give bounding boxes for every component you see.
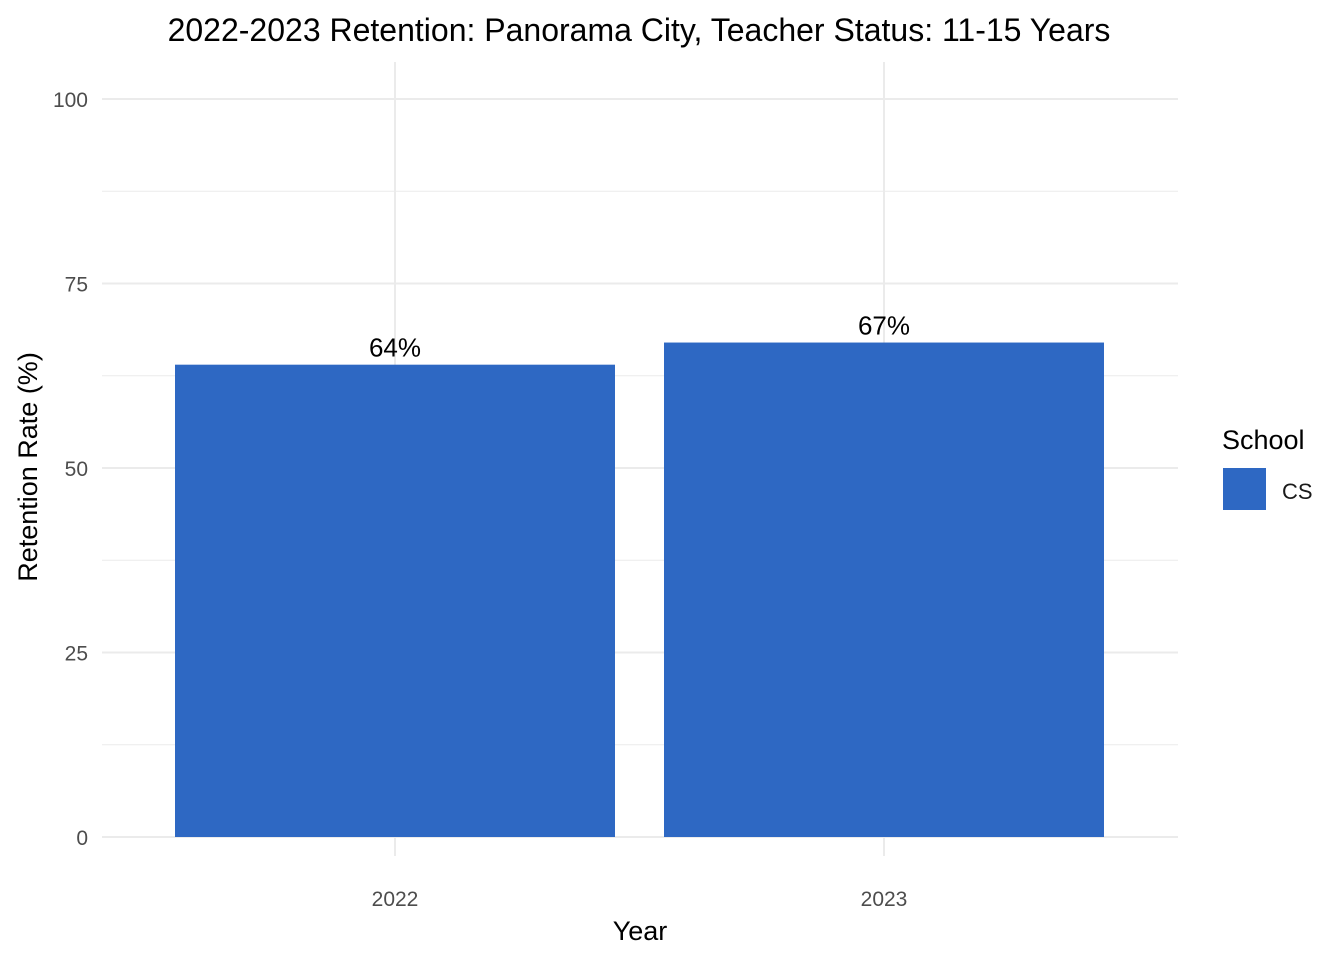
bar-value-label-2023: 67%	[858, 311, 910, 341]
y-tick-label-25: 25	[65, 643, 88, 666]
y-tick-labels: 0 25 50 75 100	[53, 89, 88, 850]
bar-2022	[175, 364, 615, 837]
bar-value-label-2022: 64%	[369, 333, 421, 363]
bar-2023	[664, 342, 1104, 837]
x-tick-label-2022: 2022	[372, 888, 419, 911]
chart-title: 2022-2023 Retention: Panorama City, Teac…	[168, 12, 1111, 48]
x-axis-label: Year	[613, 916, 668, 946]
x-tick-label-2023: 2023	[861, 888, 908, 911]
bar-value-labels: 64% 67%	[369, 311, 910, 363]
y-tick-label-75: 75	[65, 274, 88, 297]
legend-key-cs	[1223, 468, 1266, 510]
y-axis-label: Retention Rate (%)	[13, 352, 43, 582]
legend: School CS	[1222, 425, 1313, 510]
y-tick-label-50: 50	[65, 458, 88, 481]
y-tick-label-0: 0	[76, 827, 88, 850]
x-tick-labels: 2022 2023	[372, 888, 908, 911]
legend-title: School	[1222, 425, 1305, 455]
y-tick-label-100: 100	[53, 89, 88, 112]
legend-label-cs: CS	[1282, 479, 1313, 504]
bars	[175, 342, 1104, 837]
